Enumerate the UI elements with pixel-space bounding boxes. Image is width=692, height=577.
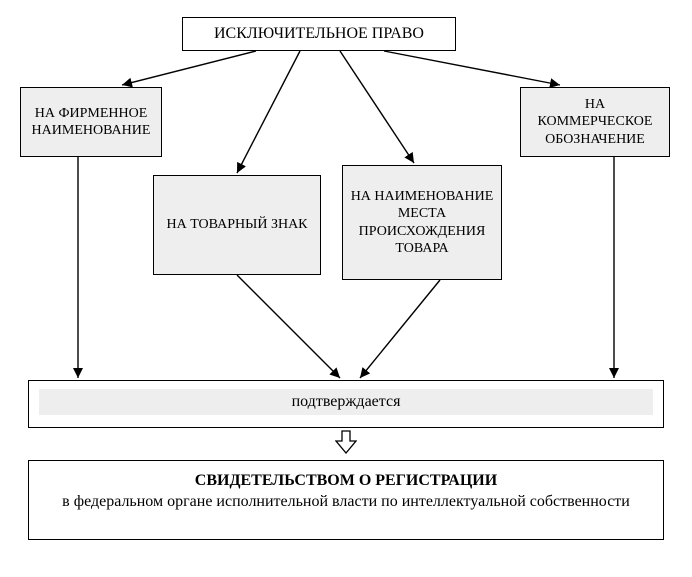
node-firm-name: НА ФИРМЕННОЕ НАИМЕНОВАНИЕ (20, 87, 162, 157)
edge-root-n4 (384, 51, 560, 85)
edge-root-n2 (237, 51, 300, 173)
edge-n3-confirm (360, 280, 440, 378)
edge-root-n1 (122, 51, 256, 85)
node-confirm-label: подтверждается (292, 393, 401, 410)
node-result-subtitle: в федеральном органе исполнительной влас… (43, 492, 649, 513)
node-trademark: НА ТОВАРНЫЙ ЗНАК (153, 175, 321, 275)
node-confirm-inner: подтверждается (39, 389, 653, 415)
node-root: ИСКЛЮЧИТЕЛЬНОЕ ПРАВО (182, 17, 456, 51)
node-trademark-label: НА ТОВАРНЫЙ ЗНАК (166, 216, 307, 234)
node-result: СВИДЕТЕЛЬСТВОМ О РЕГИСТРАЦИИ в федеральн… (28, 460, 664, 540)
node-commercial-designation-label: НА КОММЕРЧЕСКОЕ ОБОЗНАЧЕНИЕ (527, 96, 663, 149)
node-firm-name-label: НА ФИРМЕННОЕ НАИМЕНОВАНИЕ (27, 105, 155, 140)
down-block-arrow-icon (335, 430, 357, 454)
edge-root-n3 (340, 51, 414, 163)
node-origin-name: НА НАИМЕНОВАНИЕ МЕСТА ПРОИСХОЖДЕНИЯ ТОВА… (342, 165, 502, 280)
node-origin-name-label: НА НАИМЕНОВАНИЕ МЕСТА ПРОИСХОЖДЕНИЯ ТОВА… (349, 188, 495, 258)
node-root-label: ИСКЛЮЧИТЕЛЬНОЕ ПРАВО (214, 24, 424, 44)
node-result-title: СВИДЕТЕЛЬСТВОМ О РЕГИСТРАЦИИ (43, 471, 649, 492)
node-confirm: подтверждается (28, 380, 664, 428)
edge-n2-confirm (237, 275, 340, 378)
node-commercial-designation: НА КОММЕРЧЕСКОЕ ОБОЗНАЧЕНИЕ (520, 87, 670, 157)
